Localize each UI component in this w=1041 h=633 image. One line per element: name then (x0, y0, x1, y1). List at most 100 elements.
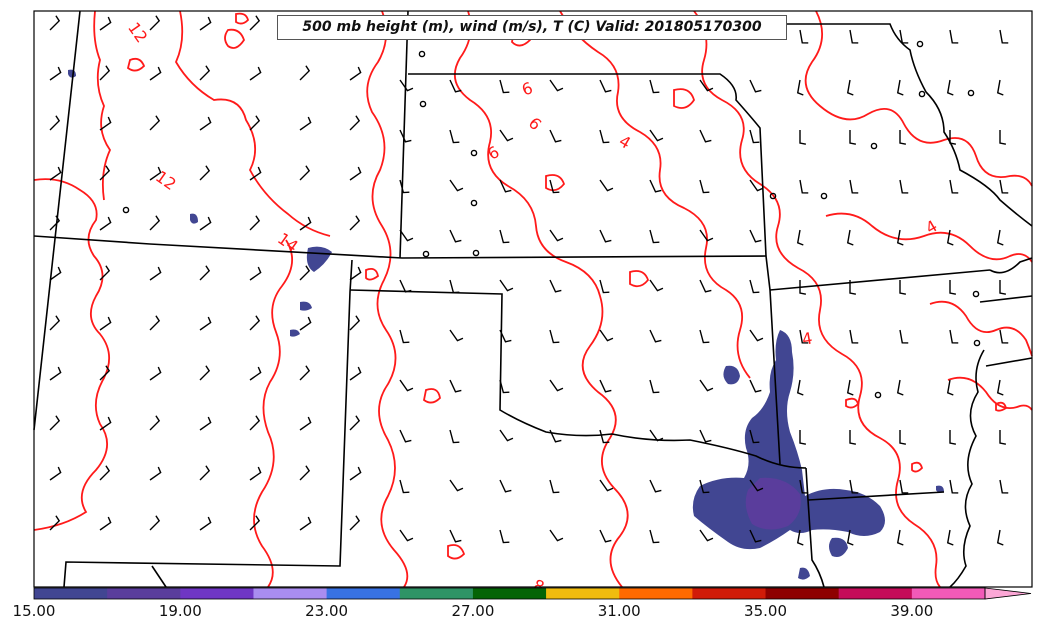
wind-barb (149, 415, 161, 431)
border-line (807, 491, 945, 501)
wind-barb (249, 66, 262, 81)
precip-area-se (829, 537, 848, 557)
wind-barb (949, 479, 959, 494)
wind-barb (599, 529, 612, 543)
wind-barb (399, 379, 414, 392)
wind-barb (249, 415, 261, 431)
wind-barb (349, 515, 361, 531)
colorbar-tick-label: 35.00 (744, 602, 788, 620)
wind-barb (499, 529, 510, 544)
wind-barb (899, 29, 909, 44)
wind-barb (299, 516, 312, 531)
wind-barb (699, 379, 714, 392)
wind-barb (399, 129, 412, 143)
wind-barb (399, 329, 410, 344)
colorbar-swatch (911, 588, 986, 599)
wind-barb (599, 179, 614, 192)
wind-barb (599, 329, 614, 342)
wind-barb (249, 315, 261, 331)
wind-barb (499, 79, 510, 94)
wind-barb (996, 229, 1004, 246)
wind-barb (896, 79, 904, 96)
wind-barb (99, 165, 111, 181)
wind-barb (149, 115, 161, 131)
wind-barb (149, 215, 161, 231)
wind-barb (899, 329, 909, 344)
wind-barb (49, 515, 61, 531)
wind-barb (946, 229, 954, 246)
wind-barb (896, 529, 904, 546)
wind-barb (349, 66, 362, 81)
contour-line (693, 10, 941, 588)
border-line (151, 565, 167, 588)
border-line (63, 259, 353, 588)
wind-barb (899, 179, 909, 194)
station-circle (820, 192, 828, 200)
wind-barb (349, 315, 361, 331)
contour-line (911, 461, 923, 473)
station-circle (973, 339, 981, 347)
wind-barb (449, 479, 464, 492)
wind-barb (849, 329, 859, 344)
colorbar-swatch (180, 588, 254, 599)
border-line (985, 357, 1033, 367)
wind-barb (349, 166, 362, 181)
precip-area-ar (723, 365, 740, 385)
wind-barb (799, 280, 807, 295)
wind-barb (799, 430, 807, 445)
wind-barb (999, 179, 1009, 194)
wind-barb (199, 165, 211, 181)
wind-barb (149, 315, 161, 331)
wind-barb (996, 379, 1004, 396)
wind-barb (799, 130, 807, 145)
map-frame (33, 10, 1033, 588)
wind-barb (649, 129, 664, 142)
wind-barb (749, 429, 760, 444)
wind-barb (449, 179, 464, 192)
contour-line (559, 10, 751, 379)
wind-barb (699, 179, 710, 194)
wind-barb (949, 430, 957, 445)
wind-barb (899, 130, 907, 145)
wind-barb (299, 365, 311, 381)
wind-barb (899, 479, 909, 494)
wind-barb (399, 429, 412, 443)
wind-barb (199, 365, 211, 381)
wind-barb (399, 279, 412, 293)
wind-barb (899, 430, 907, 445)
wind-barb (99, 116, 112, 131)
wind-barb (349, 466, 362, 481)
wind-barb (149, 15, 161, 31)
wind-barb (299, 465, 311, 481)
precip-area-nm1 (300, 301, 312, 311)
wind-barb (549, 379, 564, 392)
colorbar-swatch (546, 588, 620, 599)
wind-barb (699, 479, 710, 494)
wind-barb (499, 229, 510, 244)
wind-barb (249, 266, 262, 281)
wind-barb (749, 129, 760, 144)
wind-barb (846, 79, 854, 96)
colorbar-swatch (838, 588, 913, 599)
wind-barb (846, 229, 854, 246)
station-circle (470, 199, 478, 207)
colorbar-swatch (765, 588, 840, 599)
wind-barb (199, 116, 212, 131)
map-title: 500 mb height (m), wind (m/s), T (C) Val… (277, 15, 787, 40)
wind-barb (896, 379, 904, 396)
wind-barb (649, 529, 660, 544)
wind-barb (49, 15, 61, 31)
colorbar-tick-label: 39.00 (890, 602, 934, 620)
wind-barb (199, 416, 212, 431)
border-line (33, 10, 81, 431)
wind-barb (99, 316, 112, 331)
wind-barb (449, 129, 460, 144)
colorbar-swatch (692, 588, 767, 599)
wind-barb (999, 329, 1009, 344)
wind-barb (599, 129, 610, 144)
wind-barb (749, 329, 764, 342)
wind-barb (949, 179, 959, 194)
wind-barb (599, 479, 614, 492)
wind-barb (149, 166, 162, 181)
wind-barb (749, 79, 762, 93)
